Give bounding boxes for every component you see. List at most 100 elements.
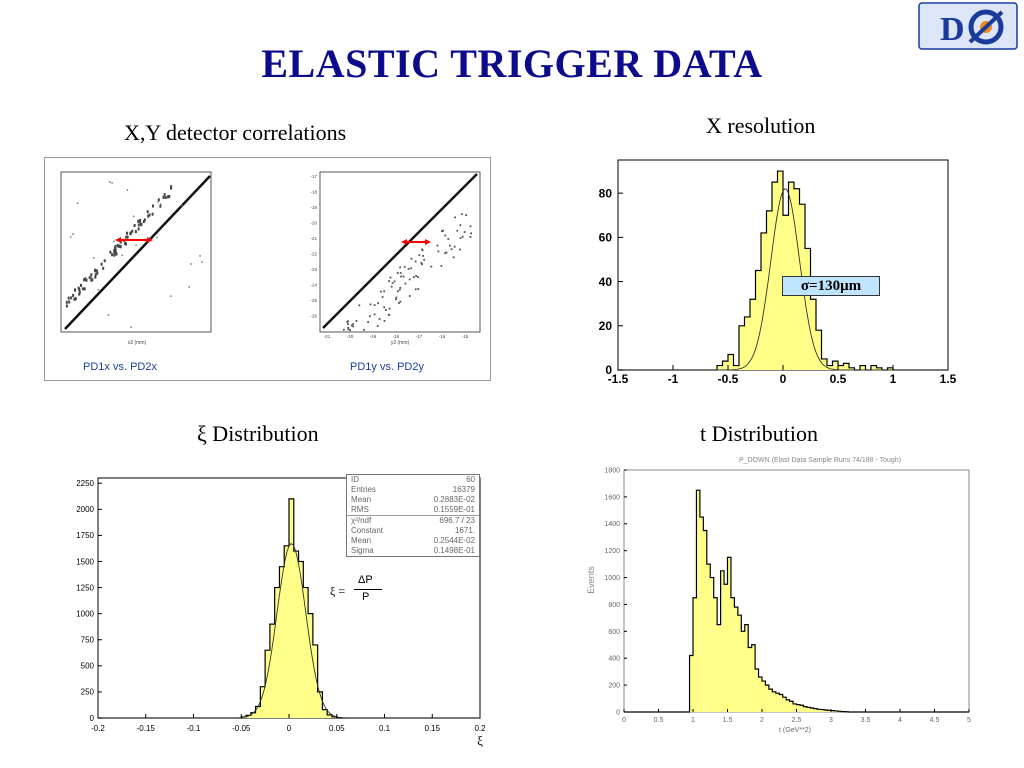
x-tick-label: 1 <box>890 372 897 386</box>
scatter-point <box>119 245 122 249</box>
left-xlabel: x2 (mm) <box>128 340 147 346</box>
scatter-point <box>164 196 167 199</box>
scatter-point <box>414 260 417 263</box>
histogram-bin <box>849 367 855 370</box>
stats-key: Mean <box>351 495 372 504</box>
histogram-bin <box>813 708 818 712</box>
histogram-bin <box>762 681 766 712</box>
scatter-point <box>170 295 172 297</box>
x-tick-label: 0.5 <box>830 372 847 386</box>
scatter-point <box>74 288 77 292</box>
scatter-point <box>450 248 453 251</box>
scatter-point <box>93 257 95 259</box>
histogram-bin <box>322 709 328 718</box>
stats-key: Mean <box>351 536 372 545</box>
scatter-point <box>465 214 468 216</box>
histogram-bin <box>260 686 266 718</box>
scatter-point <box>441 230 443 232</box>
x-tick-label: 0.5 <box>654 717 664 724</box>
histogram-bin <box>810 707 814 712</box>
scatter-point <box>390 285 393 288</box>
scatter-point <box>133 224 136 227</box>
right-xtick-label: -16 <box>439 334 446 339</box>
scatter-point <box>73 297 76 301</box>
scatter-point <box>88 276 91 280</box>
scatter-point <box>147 214 150 218</box>
y-tick-label: 2250 <box>76 479 94 488</box>
scatter-point <box>129 232 132 236</box>
right-ytick-label: -19 <box>310 205 317 210</box>
stats-row: Constant 1671. <box>347 526 479 536</box>
y-tick-label: 1400 <box>604 521 620 528</box>
histogram-bin <box>832 361 838 370</box>
histogram-bin <box>824 709 828 712</box>
y-tick-label: 250 <box>81 688 95 697</box>
scatter-point <box>459 248 461 251</box>
histogram-bin <box>730 597 735 712</box>
stats-key: χ²/ndf <box>351 516 372 525</box>
scatter-point <box>157 201 159 203</box>
scatter-point <box>377 302 379 305</box>
right-arrowhead-icon <box>401 239 407 245</box>
histogram-bin <box>820 709 825 712</box>
y-tick-label: 0 <box>605 363 612 377</box>
histogram-bin <box>803 706 807 712</box>
scatter-point <box>159 203 162 205</box>
histogram-bin <box>755 668 759 712</box>
histogram-bin <box>293 551 299 718</box>
right-arrowhead-icon <box>425 239 431 245</box>
histogram-bin <box>831 710 835 712</box>
histogram-bin <box>761 232 767 370</box>
histogram-bin <box>810 299 816 370</box>
stats-value: 60 <box>466 475 475 484</box>
formula-numerator: ΔP <box>358 574 373 586</box>
scatter-point <box>421 248 423 251</box>
y-tick-label: 40 <box>599 275 613 289</box>
x-tick-label: -1 <box>668 372 679 386</box>
scatter-point <box>389 276 392 279</box>
scatter-point <box>385 309 387 311</box>
histogram-bin <box>303 587 309 718</box>
histogram-bin <box>699 517 704 712</box>
scatter-point <box>126 189 129 191</box>
histogram-bin <box>689 655 693 712</box>
scatter-point <box>109 181 111 183</box>
scatter-point <box>83 287 86 291</box>
scatter-point <box>137 219 140 223</box>
scatter-point <box>159 204 162 208</box>
scatter-point <box>347 328 350 331</box>
scatter-point <box>132 215 135 218</box>
scatter-point <box>373 313 376 316</box>
scatter-point <box>90 273 93 277</box>
scatter-point <box>65 304 68 308</box>
scatter-point <box>152 204 154 208</box>
stats-value: 0.2544E-02 <box>433 536 475 545</box>
scatter-point <box>163 193 166 197</box>
scatter-point <box>403 265 406 268</box>
scatter-point <box>80 283 82 287</box>
scatter-point <box>414 288 417 291</box>
left-plot-label: PD1x vs. PD2x <box>83 361 157 373</box>
scatter-point <box>76 202 79 204</box>
x-tick-label: 0.2 <box>474 724 486 733</box>
scatter-point <box>72 293 75 297</box>
stats-value: 0.1559E-01 <box>433 505 475 514</box>
histogram-bin <box>327 714 332 718</box>
right-ytick-label: -24 <box>310 283 317 288</box>
scatter-point <box>350 324 353 327</box>
histogram-bin <box>805 248 811 370</box>
scatter-point <box>342 328 345 331</box>
scatter-point <box>410 257 413 260</box>
scatter-point <box>148 237 151 239</box>
scatter-point <box>102 266 105 270</box>
scatter-point <box>114 244 117 248</box>
histogram-bin <box>744 316 750 370</box>
formula-fraction-bar <box>354 589 382 590</box>
scatter-point <box>397 290 399 293</box>
scatter-point <box>400 275 402 278</box>
x-resolution-heading: X resolution <box>706 113 816 138</box>
scatter-point <box>444 252 446 255</box>
stats-row: ID 60 <box>347 475 479 485</box>
histogram-bin <box>838 365 844 370</box>
scatter-point <box>404 282 407 285</box>
